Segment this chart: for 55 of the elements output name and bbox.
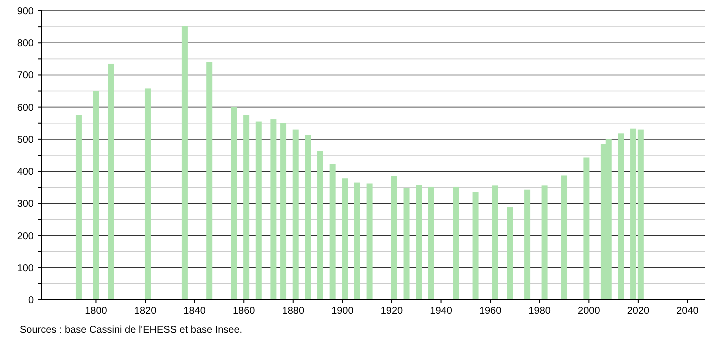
y-tick-label: 600 (17, 102, 34, 114)
y-tick-label: 800 (17, 38, 34, 50)
bar (618, 134, 624, 300)
bar (206, 62, 213, 300)
x-tick-label: 1920 (380, 306, 404, 317)
y-tick-label: 400 (17, 167, 34, 178)
y-tick-label: 200 (17, 231, 34, 242)
bar (404, 188, 410, 300)
x-tick-label: 2040 (676, 306, 700, 317)
bar (584, 158, 590, 300)
x-tick-label: 1820 (134, 306, 158, 317)
x-tick-label: 1880 (282, 306, 305, 317)
source-note: Sources : base Cassini de l'EHESS et base Insee. (20, 325, 243, 336)
x-tick-label: 1800 (85, 306, 108, 317)
x-tick-label: 1960 (479, 306, 502, 317)
bar (453, 186, 460, 300)
bar (492, 186, 498, 300)
x-tick-label: 1940 (430, 306, 453, 317)
y-tick-label: 500 (17, 134, 34, 146)
bar (391, 176, 398, 300)
x-tick-label: 1980 (528, 306, 552, 317)
bar (318, 151, 324, 300)
y-tick-label: 700 (17, 70, 34, 82)
bar (93, 91, 100, 300)
x-tick-label: 2000 (578, 306, 601, 317)
bar (562, 176, 568, 300)
bar (472, 192, 479, 300)
bar (244, 115, 250, 300)
bar (256, 122, 262, 300)
bar (231, 107, 238, 300)
x-tick-label: 1840 (184, 306, 206, 317)
bar (76, 115, 82, 300)
bar (366, 184, 373, 300)
bar (182, 26, 188, 300)
x-tick-label: 1860 (232, 306, 256, 317)
bar (428, 186, 434, 300)
x-tick-label: 1900 (332, 306, 354, 317)
bar (280, 123, 287, 300)
bar (144, 88, 151, 300)
bar (108, 64, 114, 300)
bar (305, 135, 312, 300)
bar (416, 185, 422, 300)
bar (507, 208, 514, 300)
y-tick-label: 0 (28, 296, 34, 306)
bar (330, 164, 336, 300)
bar (342, 178, 348, 300)
x-tick-label: 2020 (627, 306, 650, 317)
y-tick-label: 300 (17, 199, 34, 210)
bar (354, 182, 360, 300)
y-tick-label: 900 (17, 6, 34, 18)
bar (292, 130, 299, 300)
bar (270, 120, 277, 300)
bar (542, 186, 548, 300)
y-tick-label: 100 (17, 263, 34, 274)
bar (524, 190, 531, 300)
